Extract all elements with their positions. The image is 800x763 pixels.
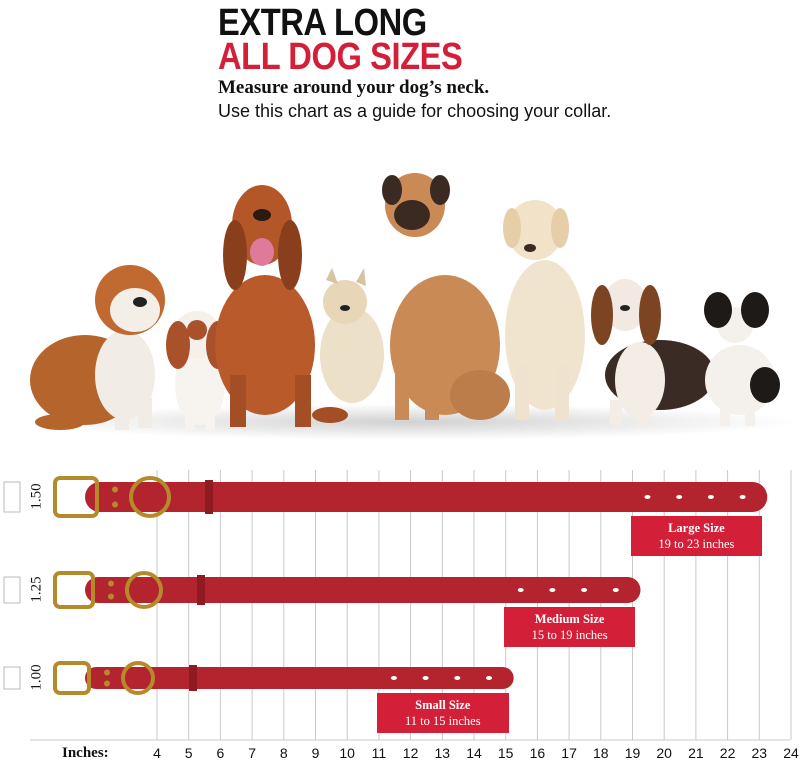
x-tick-label: 18 [593, 745, 609, 761]
collar-hole [581, 588, 588, 592]
collar-buckle [53, 571, 95, 609]
x-tick-label: 11 [371, 745, 387, 761]
collar-keeper [197, 575, 205, 605]
x-tick-label: 16 [529, 745, 546, 761]
width-bracket [3, 481, 21, 513]
dog-mastiff [382, 173, 510, 420]
collar-bars [3, 476, 778, 695]
collar-width-label: 1.25 [28, 576, 45, 603]
x-tick-label: 14 [466, 745, 482, 761]
x-tick-label: 15 [497, 745, 514, 761]
size-title: Small Size [415, 698, 471, 712]
collar-strap [85, 482, 768, 512]
collar-hole [549, 588, 556, 592]
dog-basset [591, 279, 715, 425]
collar-d-ring [129, 476, 171, 518]
collar-size-chart [3, 470, 792, 741]
x-tick-label: 22 [719, 745, 736, 761]
collar-buckle [53, 476, 99, 518]
collar-hole [612, 588, 619, 592]
dog-bloodhound [215, 185, 348, 427]
collar-hole [676, 495, 683, 499]
size-label-box: Small Size 11 to 15 inches [376, 693, 509, 733]
size-title: Medium Size [534, 612, 605, 626]
collar-hole [422, 676, 429, 680]
dog-labrador [503, 200, 585, 420]
width-bracket [3, 666, 21, 690]
x-tick-label: 4 [153, 745, 161, 761]
instruction-guide: Use this chart as a guide for choosing y… [218, 101, 612, 121]
collar-rivet [104, 680, 110, 687]
collar-strap [85, 577, 641, 603]
x-tick-label: 5 [184, 745, 193, 761]
width-bracket [3, 576, 21, 604]
instruction-measure: Measure around your dog’s neck. [218, 77, 490, 98]
size-label-box: Medium Size 15 to 19 inches [503, 607, 636, 647]
collar-hole [517, 676, 524, 680]
collar-hole [739, 495, 746, 499]
x-tick-label: 23 [751, 745, 768, 761]
headline-extra-long: EXTRA LONG [218, 2, 427, 44]
x-tick-label: 13 [434, 745, 451, 761]
collar-hole [454, 676, 461, 680]
x-tick-label: 10 [339, 745, 355, 761]
x-axis-title: Inches: [62, 745, 109, 761]
size-range: 11 to 15 inches [405, 714, 481, 728]
collar-keeper [205, 480, 213, 514]
collar-hole [486, 676, 492, 680]
x-tick-label: 7 [248, 745, 256, 761]
collar-rivet [112, 486, 118, 493]
size-title: Large Size [668, 521, 725, 535]
dog-bulldog [30, 265, 165, 430]
collar-rivet [104, 669, 110, 676]
size-range: 15 to 19 inches [531, 628, 608, 642]
collar-width-label: 1.00 [28, 664, 45, 691]
collar-rivet [108, 580, 114, 587]
headline-all-dog-sizes: ALL DOG SIZES [218, 36, 463, 78]
collar-hole [707, 495, 714, 499]
collar-rivet [108, 593, 114, 600]
size-range: 19 to 23 inches [658, 537, 735, 551]
collar-d-ring [121, 661, 155, 695]
collar-buckle [53, 661, 91, 695]
dogs-illustration [20, 173, 800, 440]
x-tick-label: 21 [688, 745, 704, 761]
collar-medium-size [53, 571, 651, 609]
collar-large-size [53, 476, 778, 518]
collar-hole [771, 495, 778, 499]
collar-rivet [112, 501, 118, 508]
collar-hole [644, 588, 651, 592]
dog-yorkie [320, 268, 384, 403]
collar-hole [644, 495, 651, 499]
collar-hole [517, 588, 524, 592]
x-tick-label: 12 [402, 745, 419, 761]
dog-papillon [704, 292, 780, 426]
x-tick-label: 17 [561, 745, 577, 761]
x-tick-label: 24 [783, 745, 799, 761]
x-tick-label: 6 [216, 745, 225, 761]
x-tick-label: 20 [656, 745, 672, 761]
x-tick-label: 9 [311, 745, 320, 761]
dog-cavalier [166, 311, 230, 430]
x-tick-label: 19 [624, 745, 641, 761]
collar-keeper [189, 665, 197, 691]
size-label-box: Large Size 19 to 23 inches [630, 516, 763, 556]
collar-d-ring [125, 571, 163, 609]
x-tick-label: 8 [279, 745, 288, 761]
collar-width-label: 1.50 [28, 483, 45, 510]
collar-hole [390, 676, 397, 680]
collar-small-size [53, 661, 524, 695]
